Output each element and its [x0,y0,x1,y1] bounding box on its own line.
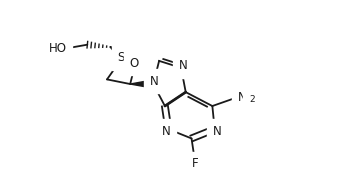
Text: HO: HO [48,42,66,55]
Text: N: N [179,59,188,72]
Text: S: S [117,51,125,64]
Text: N: N [149,75,158,88]
Text: N: N [212,125,221,138]
Polygon shape [130,80,153,88]
Text: F: F [192,157,198,170]
Text: O: O [129,57,139,70]
Text: 2: 2 [249,95,255,104]
Text: NH: NH [238,91,255,104]
Text: N: N [162,125,171,138]
